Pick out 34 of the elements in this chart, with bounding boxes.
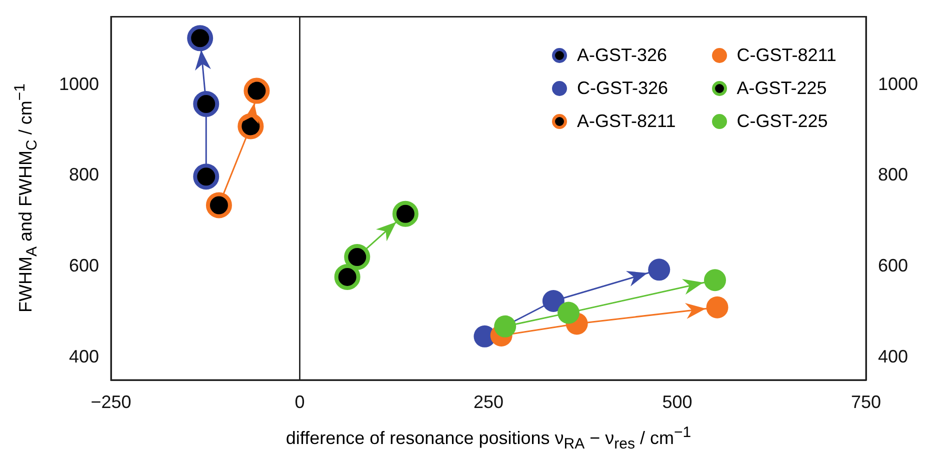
point bbox=[193, 90, 220, 117]
y2-tick-label: 400 bbox=[878, 346, 908, 366]
x-tick-label: 250 bbox=[473, 392, 504, 412]
y2-tick-label: 1000 bbox=[878, 74, 918, 94]
x-tick-label: 750 bbox=[850, 392, 882, 412]
point bbox=[344, 244, 370, 270]
point bbox=[704, 269, 726, 292]
legend-label: A-GST-225 bbox=[736, 78, 827, 99]
y-tick-label: 600 bbox=[68, 255, 99, 276]
point bbox=[187, 25, 214, 52]
legend-label: A-GST-326 bbox=[577, 44, 668, 66]
point bbox=[244, 78, 270, 104]
point bbox=[558, 302, 580, 324]
y2-tick-label: 800 bbox=[878, 164, 908, 185]
point bbox=[206, 192, 232, 218]
point bbox=[193, 164, 220, 190]
x-tick-label: 0 bbox=[294, 392, 305, 412]
legend-label: C-GST-326 bbox=[577, 78, 668, 99]
x-axis-title: difference of resonance positions ν$_{RA}$ − ν$_{res}$ / cm$^{−1}$ bbox=[286, 424, 692, 453]
point bbox=[542, 290, 564, 312]
legend-label: A-GST-8211 bbox=[577, 110, 676, 132]
point bbox=[334, 264, 360, 290]
y2-tick-label: 600 bbox=[878, 255, 908, 276]
point bbox=[392, 200, 418, 227]
point bbox=[648, 258, 670, 281]
y-tick-label: 1000 bbox=[58, 74, 99, 94]
y-tick-label: 800 bbox=[68, 164, 99, 185]
legend-label: C-GST-8211 bbox=[736, 44, 836, 66]
y-tick-label: 400 bbox=[68, 346, 99, 366]
legend-label: C-GST-225 bbox=[736, 110, 828, 132]
x-tick-label: 500 bbox=[662, 392, 692, 412]
point bbox=[706, 296, 728, 318]
point bbox=[494, 315, 516, 338]
x-tick-label: −250 bbox=[90, 392, 132, 412]
